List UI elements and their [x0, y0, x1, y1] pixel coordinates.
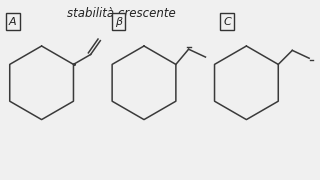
Text: C: C: [223, 17, 231, 27]
Text: β: β: [115, 17, 122, 27]
Text: stabilità crescente: stabilità crescente: [67, 7, 176, 20]
Text: A: A: [9, 17, 17, 27]
